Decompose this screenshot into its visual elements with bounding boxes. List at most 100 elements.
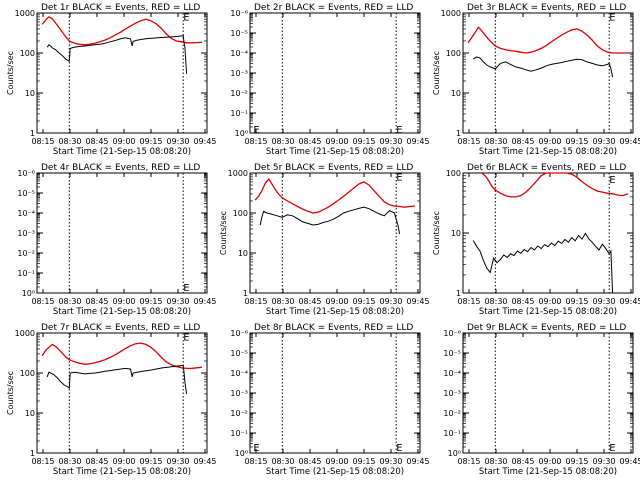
y-tick-label: 10⁻¹: [230, 429, 248, 438]
x-tick-label: 09:15: [139, 457, 162, 466]
x-tick-label: 09:00: [538, 457, 561, 466]
y-tick-label: 1: [30, 129, 35, 138]
x-tick-label: 09:30: [166, 457, 189, 466]
x-tick-label: 09:30: [592, 137, 615, 146]
panel-det-5: Det 5r BLACK = Events, RED = LLD 08:15 08:…: [219, 163, 430, 317]
x-tick-label: 09:30: [592, 297, 615, 306]
y-tick-label: 10⁰: [235, 449, 248, 458]
y-tick-label: 1000: [228, 169, 248, 178]
x-axis-label: Start Time (21-Sep-15 08:08:20): [53, 467, 191, 477]
y-tick-label: 1: [30, 449, 35, 458]
y-tick-label: 10⁰: [448, 449, 461, 458]
events-series-line: [259, 206, 401, 234]
x-tick-label: 09:30: [379, 297, 402, 306]
lld-series-line: [254, 178, 415, 214]
x-tick-label: 09:30: [379, 457, 402, 466]
e-marker: E: [253, 125, 259, 136]
y-tick-label: 10⁻¹: [443, 429, 461, 438]
x-tick-label: 08:45: [85, 457, 108, 466]
x-tick-label: 09:30: [166, 137, 189, 146]
panel-det-3: Det 3r BLACK = Events, RED = LLD 08:15 08:…: [432, 3, 640, 157]
x-axis-label: Start Time (21-Sep-15 08:08:20): [266, 467, 404, 477]
x-tick-label: 09:15: [352, 137, 375, 146]
x-tick-label: 09:45: [619, 457, 640, 466]
lld-series-line: [467, 26, 628, 54]
panel-title: Det 5r BLACK = Events, RED = LLD: [254, 163, 413, 173]
panel-det-9: Det 9r BLACK = Events, RED = LLD 08:15 08:…: [443, 323, 640, 477]
y-tick-label: 100: [446, 49, 461, 58]
x-axis-label: Start Time (21-Sep-15 08:08:20): [266, 147, 404, 157]
plot-frame: [36, 332, 208, 454]
y-tick-label: 1000: [441, 9, 461, 18]
y-axis-label: Counts/sec: [432, 51, 441, 95]
panel-det-2: Det 2r BLACK = Events, RED = LLD 08:15 08:…: [230, 3, 429, 157]
y-tick-label: 1000: [15, 9, 35, 18]
panel-title: Det 2r BLACK = Events, RED = LLD: [254, 3, 413, 13]
x-tick-label: 09:00: [325, 457, 348, 466]
x-tick-label: 08:30: [484, 457, 507, 466]
y-tick-label: 10⁻³: [443, 389, 461, 398]
x-tick-label: 09:15: [565, 297, 588, 306]
panel-title: Det 1r BLACK = Events, RED = LLD: [41, 3, 200, 13]
y-tick-label: 10⁻⁴: [230, 369, 248, 378]
y-axis-label: Counts/sec: [432, 211, 441, 255]
x-tick-label: 09:30: [592, 457, 615, 466]
e-marker: E: [396, 125, 402, 136]
y-tick-label: 10⁻⁴: [443, 369, 461, 378]
plot-frame: [36, 12, 208, 134]
x-tick-label: 09:15: [352, 297, 375, 306]
plot-frame: [462, 332, 634, 454]
lld-series-line: [41, 16, 202, 46]
x-tick-label: 09:45: [193, 297, 216, 306]
panel-det-7: Det 7r BLACK = Events, RED = LLD 08:15 08:…: [6, 323, 217, 477]
y-tick-label: 10⁻⁵: [230, 349, 248, 358]
y-tick-label: 10⁻⁴: [230, 49, 248, 58]
y-tick-label: 10: [451, 89, 461, 98]
panel-det-4: Det 4r BLACK = Events, RED = LLD 08:15 08:…: [17, 163, 216, 317]
plot-frame: [462, 12, 634, 134]
x-tick-label: 08:15: [31, 297, 54, 306]
x-axis-label: Start Time (21-Sep-15 08:08:20): [479, 467, 617, 477]
x-tick-label: 08:45: [85, 297, 108, 306]
x-tick-label: 09:15: [139, 137, 162, 146]
e-marker: E: [396, 172, 402, 183]
y-tick-label: 100: [20, 369, 35, 378]
x-tick-label: 09:00: [112, 297, 135, 306]
y-tick-label: 10⁻⁶: [443, 329, 461, 338]
e-marker: E: [183, 332, 189, 343]
events-series-line: [46, 364, 188, 394]
x-tick-label: 08:15: [457, 457, 480, 466]
x-tick-label: 09:15: [352, 457, 375, 466]
e-marker: E: [183, 283, 189, 294]
panel-title: Det 7r BLACK = Events, RED = LLD: [41, 323, 200, 333]
x-tick-label: 08:15: [31, 457, 54, 466]
x-tick-label: 08:30: [58, 137, 81, 146]
y-tick-label: 10: [238, 249, 248, 258]
y-tick-label: 10⁰: [235, 129, 248, 138]
x-tick-label: 08:15: [244, 457, 267, 466]
y-axis-label: Counts/sec: [6, 371, 15, 415]
x-axis-label: Start Time (21-Sep-15 08:08:20): [479, 307, 617, 317]
e-marker: E: [396, 443, 402, 454]
y-tick-label: 1: [243, 289, 248, 298]
events-series-line: [472, 232, 614, 294]
x-axis-label: Start Time (21-Sep-15 08:08:20): [266, 307, 404, 317]
e-marker: E: [609, 12, 615, 23]
y-tick-label: 10⁰: [22, 289, 35, 298]
y-tick-label: 10⁻³: [17, 229, 35, 238]
x-tick-label: 08:45: [511, 297, 534, 306]
x-tick-label: 08:15: [31, 137, 54, 146]
x-tick-label: 09:45: [406, 457, 429, 466]
x-tick-label: 08:15: [244, 137, 267, 146]
x-tick-label: 09:45: [193, 457, 216, 466]
plot-frame: [249, 332, 421, 454]
y-tick-label: 100: [233, 209, 248, 218]
y-tick-label: 10: [25, 89, 35, 98]
panel-title: Det 6r BLACK = Events, RED = LLD: [467, 163, 626, 173]
x-tick-label: 08:15: [457, 137, 480, 146]
x-tick-label: 09:15: [139, 297, 162, 306]
y-tick-label: 10⁻⁵: [17, 189, 35, 198]
x-tick-label: 08:30: [271, 457, 294, 466]
x-axis-label: Start Time (21-Sep-15 08:08:20): [53, 147, 191, 157]
